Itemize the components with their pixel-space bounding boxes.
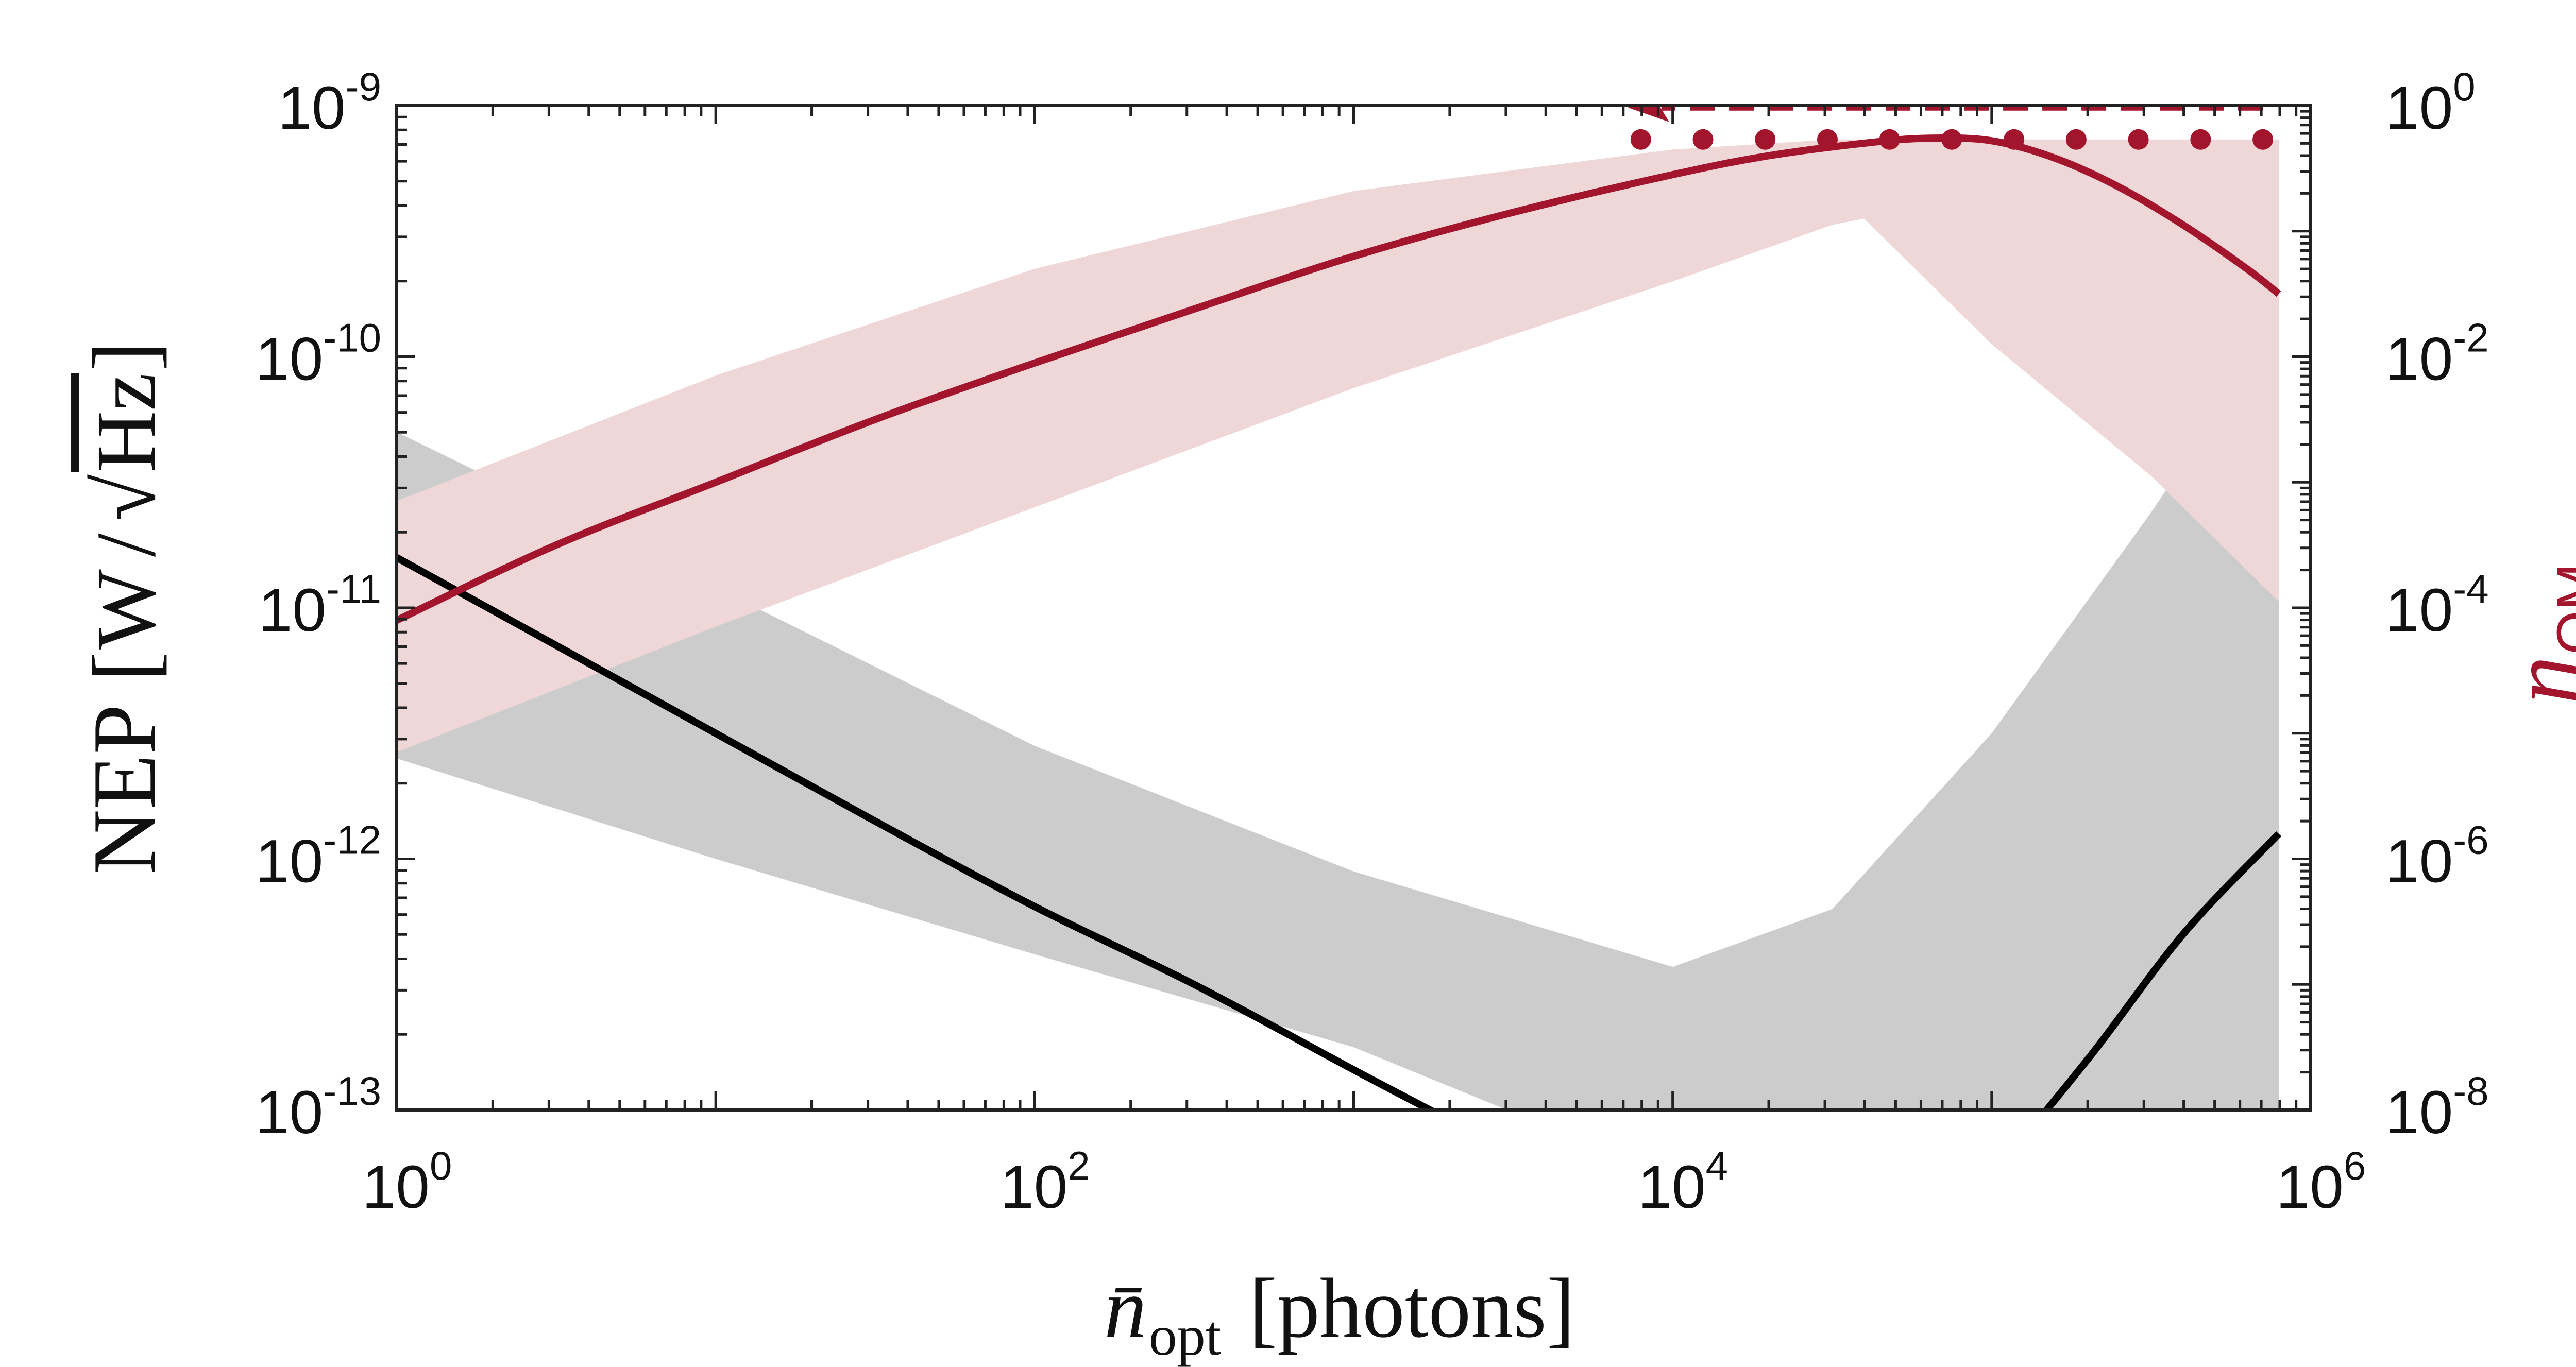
arrow-head-0 [1388, 1195, 1430, 1224]
y-right-tick-label: 10-4 [2385, 566, 2489, 644]
x-axis-title-unit: [photons] [1249, 1261, 1574, 1355]
marker-dot [1755, 129, 1776, 150]
x-axis-title-subscript: opt [1149, 1304, 1222, 1367]
marker-dot [1941, 129, 1962, 150]
y-tick-label: 10-12 [256, 817, 381, 896]
x-axis-title-base: n̄ [1104, 1261, 1147, 1355]
marker-dot [1548, 1168, 1568, 1188]
marker-dot [1630, 129, 1651, 150]
marker-dot [1782, 1168, 1803, 1188]
x-axis-title: n̄ opt [photons] [1104, 1261, 1575, 1367]
y-tick-label: 10-11 [259, 566, 381, 644]
y-axis-unit-numerator: W [79, 569, 173, 650]
y-right-tick-label: 10-8 [2385, 1068, 2489, 1147]
marker-dot [1879, 129, 1900, 150]
series-line-nep [397, 554, 2282, 1110]
marker-dot [2065, 129, 2087, 150]
y-tick-label: 10-13 [256, 1068, 381, 1147]
plot-area [397, 106, 2282, 1224]
marker-dot [1469, 1168, 1490, 1188]
y-axis-unit-denominator: Hz [79, 373, 173, 472]
y-axis-unit-slash: / [79, 533, 173, 557]
y-right-axis-symbol: η [2492, 657, 2576, 704]
svg-text:NEP [ W /: NEP [ W / √ Hz ] [74, 341, 174, 875]
y-axis-title: NEP [ W / √ Hz ] [74, 341, 174, 875]
marker-dot [2095, 1168, 2115, 1188]
svg-text:η OM: η OM [2492, 563, 2576, 704]
y-right-axis-title: η OM [2492, 563, 2576, 704]
y-right-axis-subscript: OM [2546, 563, 2576, 655]
y-axis-unit-sqrt: √ [79, 474, 173, 521]
marker-dot [2004, 129, 2025, 150]
series-layer [397, 134, 2282, 1110]
marker-dot [1860, 1168, 1881, 1188]
marker-dot [2173, 1168, 2193, 1188]
marker-dot [2190, 129, 2211, 150]
marker-dot [1692, 129, 1714, 150]
bands-layer [397, 139, 2279, 1110]
marker-dot [1391, 1168, 1412, 1188]
y-right-tick-label: 100 [2385, 64, 2476, 142]
x-tick-label: 100 [362, 1143, 452, 1221]
y-right-tick-label: 10-6 [2385, 817, 2489, 896]
y-axis-title-main: NEP [74, 704, 174, 875]
marker-dot [1817, 129, 1838, 150]
x-tick-label: 106 [2276, 1143, 2366, 1221]
marker-dot [2252, 129, 2274, 150]
marker-dot [1938, 1168, 1959, 1188]
marker-dot [2128, 129, 2149, 150]
ticks-layer: 100 102 104 106 10-13 10-12 10-11 10-10 10-9 10-8… [256, 64, 2489, 1221]
x-tick-label: 104 [1638, 1143, 1728, 1221]
band-nep-range [397, 319, 2279, 1110]
y-tick-label: 10-10 [256, 315, 381, 394]
y-tick-label: 10-9 [278, 64, 381, 142]
series-line-om [397, 134, 2281, 624]
marker-dot [2016, 1168, 2037, 1188]
x-tick-label: 102 [1000, 1143, 1090, 1221]
y-right-tick-label: 10-2 [2385, 315, 2489, 394]
